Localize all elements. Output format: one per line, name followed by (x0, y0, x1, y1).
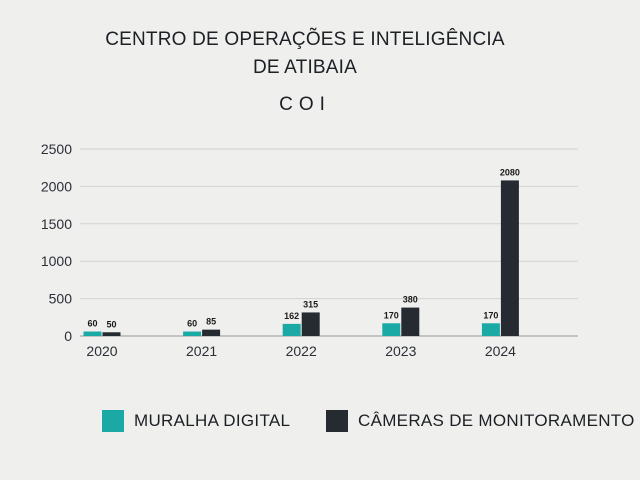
title-line-2: DE ATIBAIA (252, 57, 358, 78)
bar-muralha-2024 (481, 323, 500, 336)
bar-cameras-2022 (301, 312, 320, 336)
legend-swatch-cameras (326, 410, 348, 432)
y-tick-label: 0 (64, 328, 72, 344)
data-label: 170 (483, 310, 498, 320)
data-label: 85 (206, 317, 216, 327)
legend-item-cameras: CÂMERAS DE MONITORAMENTO (326, 406, 635, 436)
y-tick-label: 500 (49, 291, 73, 307)
title-line-1: CENTRO DE OPERAÇÕES E INTELIGÊNCIA (105, 29, 505, 50)
data-label: 2080 (500, 167, 520, 177)
data-label: 50 (106, 319, 116, 329)
data-label: 170 (384, 310, 399, 320)
y-tick-label: 1000 (41, 253, 72, 269)
bar-cameras-2023 (401, 307, 420, 336)
x-tick-label: 2020 (86, 343, 117, 359)
bar-cameras-2021 (202, 329, 221, 336)
chart-title: CENTRO DE OPERAÇÕES E INTELIGÊNCIA DE AT… (0, 26, 610, 82)
bar-muralha-2021 (183, 331, 202, 336)
x-tick-label: 2023 (385, 343, 416, 359)
chart-subtitle: COI (279, 94, 331, 115)
bar-chart: 0 500 1000 1500 2000 2500 60 50 2020 60 85 2021 162 3… (41, 141, 578, 359)
bar-muralha-2020 (83, 331, 102, 336)
legend-swatch-muralha (102, 410, 124, 432)
data-label: 315 (303, 299, 318, 309)
y-tick-label: 1500 (41, 216, 72, 232)
legend-item-muralha: MURALHA DIGITAL (102, 406, 290, 436)
bar-cameras-2020 (102, 332, 121, 336)
x-tick-label: 2024 (485, 343, 516, 359)
bar-muralha-2023 (382, 323, 401, 336)
y-tick-label: 2500 (41, 141, 72, 157)
data-label: 60 (87, 319, 97, 329)
data-label: 162 (284, 311, 299, 321)
legend-label-muralha: MURALHA DIGITAL (134, 411, 291, 430)
x-tick-label: 2021 (186, 343, 217, 359)
bar-muralha-2022 (282, 323, 301, 336)
data-label: 60 (187, 319, 197, 329)
x-tick-label: 2022 (286, 343, 317, 359)
y-tick-label: 2000 (41, 178, 72, 194)
bar-cameras-2024 (500, 180, 519, 336)
data-label: 380 (403, 295, 418, 305)
legend-label-cameras: CÂMERAS DE MONITORAMENTO (358, 411, 635, 430)
